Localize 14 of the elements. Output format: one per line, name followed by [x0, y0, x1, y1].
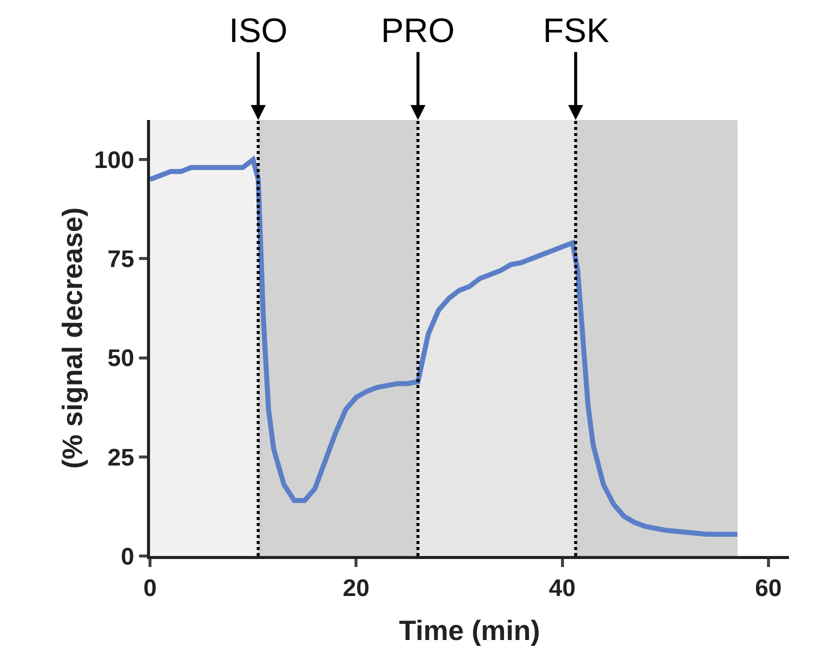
y-tick-label: 50 — [107, 345, 134, 372]
x-tick-label: 40 — [548, 574, 576, 602]
ref-line-label: ISO — [229, 12, 288, 50]
x-axis-title: Time (min) — [398, 615, 540, 646]
y-tick-label: 75 — [107, 246, 134, 274]
x-tick-label: 20 — [342, 574, 370, 602]
ref-line-label: FSK — [543, 12, 610, 50]
y-tick-label: 0 — [120, 543, 134, 570]
x-tick-label: 60 — [755, 574, 782, 602]
y-tick-label: 25 — [107, 444, 134, 472]
x-tick-label: 0 — [143, 574, 157, 602]
y-tick-label: 100 — [94, 147, 134, 174]
y-axis-title: (% signal decrease) — [57, 207, 88, 469]
ref-line-label: PRO — [381, 12, 455, 50]
